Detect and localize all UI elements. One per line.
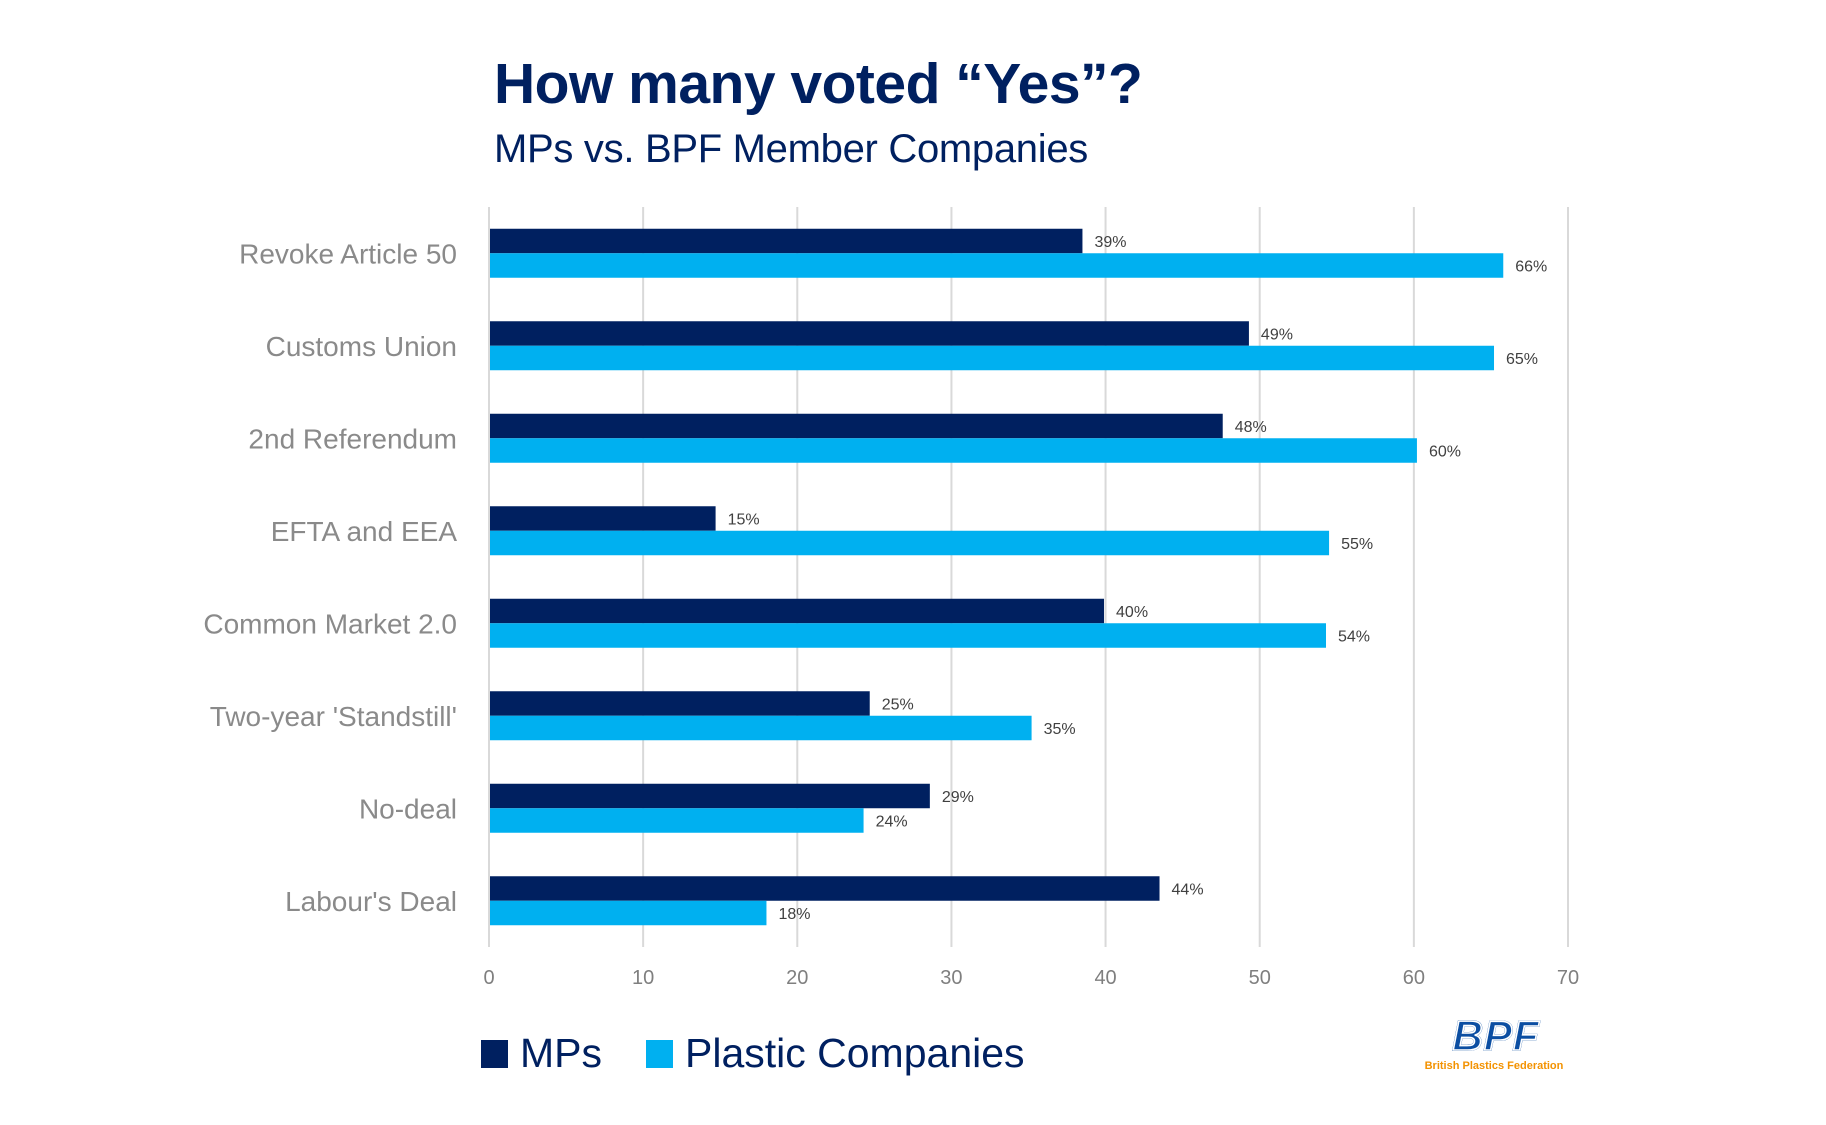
logo-letters-inline: BPF — [1453, 1014, 1540, 1059]
legend-item-mps: MPs — [481, 1030, 602, 1077]
x-tick-label: 70 — [1557, 967, 1579, 989]
bar-plastic-companies — [490, 900, 767, 926]
bar-mps — [490, 321, 1249, 346]
data-label-mps: 48% — [1235, 419, 1267, 436]
data-label-mps: 39% — [1094, 234, 1126, 251]
bpf-logo: BPF BPF British Plastics Federation — [1424, 1011, 1564, 1078]
logo-caption: British Plastics Federation — [1424, 1060, 1564, 1072]
chart-title: How many voted “Yes”? — [494, 52, 1143, 116]
bar-mps — [490, 228, 1083, 254]
category-label: 2nd Referendum — [248, 423, 457, 454]
bars — [490, 228, 1504, 926]
data-label-plastic-companies: 54% — [1338, 629, 1370, 646]
x-tick-label: 30 — [940, 967, 962, 989]
category-label: No-deal — [359, 793, 457, 824]
data-label-plastic-companies: 55% — [1341, 536, 1373, 553]
data-label-plastic-companies: 24% — [876, 814, 908, 831]
data-label-mps: 40% — [1116, 604, 1148, 621]
category-label: EFTA and EEA — [271, 516, 458, 547]
data-label-plastic-companies: 65% — [1506, 351, 1538, 368]
category-label: Common Market 2.0 — [203, 608, 457, 639]
bar-mps — [490, 691, 870, 716]
legend-swatch-mps — [481, 1039, 508, 1068]
data-label-mps: 49% — [1261, 327, 1293, 344]
x-axis-tick-labels: 0 10 20 30 40 50 60 70 — [483, 967, 1579, 989]
category-label: Labour's Deal — [285, 886, 457, 917]
category-labels: Revoke Article 50 Customs Union 2nd Refere… — [203, 238, 457, 917]
logo-letters: BPF — [1453, 1014, 1540, 1059]
x-tick-label: 50 — [1249, 967, 1271, 989]
legend-item-plastic-companies: Plastic Companies — [646, 1030, 1025, 1077]
bar-plastic-companies — [490, 345, 1495, 371]
bpf-logo-icon: BPF BPF — [1452, 1011, 1540, 1060]
data-label-mps: 15% — [728, 512, 760, 529]
bar-plastic-companies — [490, 438, 1417, 463]
chart-subtitle: MPs vs. BPF Member Companies — [494, 127, 1088, 171]
bar-mps — [490, 876, 1160, 901]
bar-plastic-companies — [490, 253, 1504, 278]
gridlines — [488, 207, 1569, 947]
legend: MPs Plastic Companies — [481, 1030, 1069, 1077]
data-label-mps: 25% — [882, 697, 914, 714]
x-tick-label: 20 — [786, 967, 808, 989]
x-tick-label: 10 — [632, 967, 654, 989]
bar-plastic-companies — [490, 808, 864, 833]
data-label-mps: 44% — [1172, 882, 1204, 899]
category-label: Revoke Article 50 — [239, 238, 457, 269]
data-label-mps: 29% — [942, 789, 974, 806]
category-label: Customs Union — [266, 331, 457, 362]
legend-swatch-plastic-companies — [646, 1039, 673, 1068]
bar-mps — [490, 506, 716, 531]
data-label-plastic-companies: 66% — [1515, 259, 1547, 276]
x-tick-label: 60 — [1403, 967, 1425, 989]
legend-label-mps: MPs — [520, 1030, 602, 1076]
legend-label-plastic-companies: Plastic Companies — [685, 1030, 1025, 1076]
x-tick-label: 0 — [483, 967, 494, 989]
bar-mps — [490, 413, 1223, 439]
data-label-plastic-companies: 18% — [778, 906, 810, 923]
category-label: Two-year 'Standstill' — [210, 701, 457, 732]
bar-plastic-companies — [490, 623, 1326, 648]
x-tick-label: 40 — [1094, 967, 1116, 989]
bar-mps — [490, 783, 930, 809]
data-labels: 39% 66% 49% 65% 48% 60% 15% 55% 40% 54% 25% 35% 29% 2… — [728, 234, 1548, 923]
data-label-plastic-companies: 60% — [1429, 444, 1461, 461]
bar-mps — [490, 598, 1105, 624]
data-label-plastic-companies: 35% — [1044, 721, 1076, 738]
bar-plastic-companies — [490, 530, 1330, 556]
bar-plastic-companies — [490, 715, 1032, 741]
